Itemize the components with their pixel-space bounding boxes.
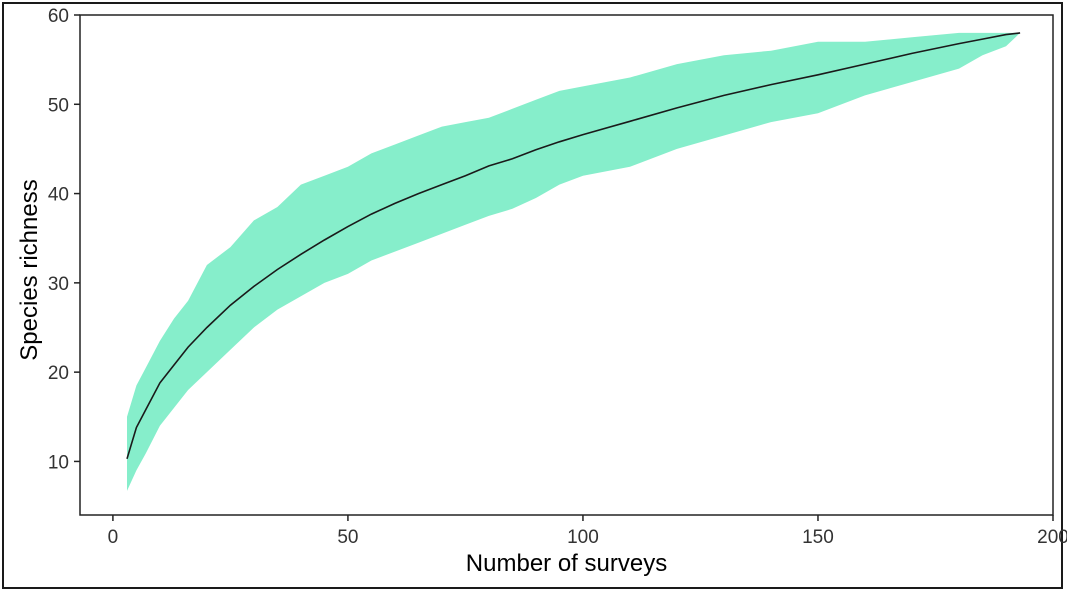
y-axis-title: Species richness bbox=[16, 179, 43, 360]
plot-panel bbox=[79, 14, 1054, 516]
x-axis-title: Number of surveys bbox=[466, 550, 667, 577]
y-tick-label: 40 bbox=[48, 185, 69, 206]
x-tick-label: 0 bbox=[108, 527, 119, 548]
x-tick-label: 50 bbox=[337, 527, 358, 548]
richness-curve bbox=[126, 32, 1021, 460]
y-axis: 10 20 30 40 50 60 bbox=[48, 6, 80, 473]
y-tick-label: 30 bbox=[48, 274, 69, 295]
y-tick-label: 60 bbox=[48, 6, 69, 27]
confidence-ribbon bbox=[127, 32, 1021, 491]
x-tick-label: 150 bbox=[802, 527, 834, 548]
line-layer bbox=[126, 32, 1021, 460]
y-tick-label: 50 bbox=[48, 95, 69, 116]
y-tick-label: 10 bbox=[48, 452, 69, 473]
ribbon-layer bbox=[127, 32, 1021, 491]
x-tick-label: 200 bbox=[1037, 527, 1067, 548]
x-axis: 0 50 100 150 200 bbox=[108, 515, 1067, 548]
x-tick-label: 100 bbox=[567, 527, 599, 548]
y-tick-label: 20 bbox=[48, 363, 69, 384]
